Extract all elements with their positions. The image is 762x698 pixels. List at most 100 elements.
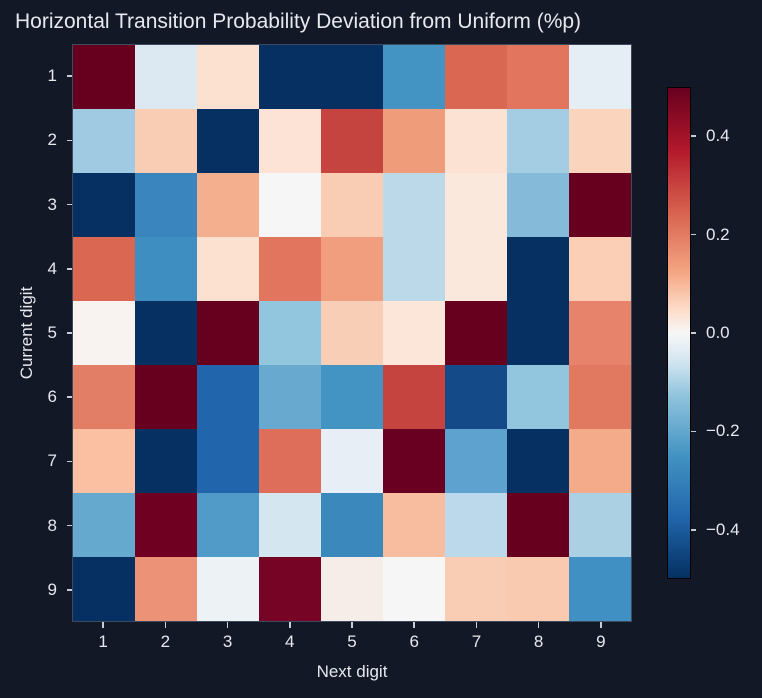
x-tick-mark: [413, 622, 415, 628]
chart-title: Horizontal Transition Probability Deviat…: [15, 10, 582, 33]
heatmap-cell: [321, 301, 383, 365]
y-tick: 8: [0, 516, 72, 536]
heatmap-plot-area: [72, 44, 632, 622]
heatmap-cell: [259, 365, 321, 429]
heatmap-cell: [135, 493, 197, 557]
heatmap-cell: [73, 493, 135, 557]
colorbar-tick-mark: [691, 332, 696, 334]
heatmap-cell: [73, 429, 135, 493]
heatmap-cell: [445, 45, 507, 109]
x-tick: 2: [150, 622, 180, 652]
heatmap-cell: [507, 45, 569, 109]
heatmap-cell: [383, 45, 445, 109]
heatmap-cell: [507, 365, 569, 429]
colorbar-tick-label: −0.2: [706, 421, 740, 441]
y-tick: 5: [0, 323, 72, 343]
colorbar-tick-mark: [691, 233, 696, 236]
y-tick: 1: [0, 66, 72, 86]
heatmap-cell: [259, 173, 321, 237]
y-tick: 9: [0, 580, 72, 600]
heatmap-cell: [445, 365, 507, 429]
heatmap-cell: [135, 173, 197, 237]
heatmap-cell: [383, 493, 445, 557]
x-tick-mark: [102, 622, 104, 628]
colorbar-tick-mark: [691, 135, 696, 137]
colorbar-tick: −0.4: [691, 520, 740, 540]
heatmap-cell: [383, 365, 445, 429]
x-tick-label: 6: [409, 632, 419, 651]
heatmap-cell: [73, 109, 135, 173]
heatmap-cell: [197, 45, 259, 109]
colorbar-tick: 0.4: [691, 126, 730, 146]
heatmap-cell: [259, 429, 321, 493]
heatmap-cell: [507, 109, 569, 173]
y-tick-label: 2: [47, 130, 57, 150]
x-tick-label: 7: [471, 632, 482, 651]
heatmap-cell: [197, 557, 259, 621]
heatmap-cell: [507, 301, 569, 365]
heatmap-cell: [383, 429, 445, 493]
colorbar-tick-mark: [691, 529, 696, 531]
y-tick: 6: [0, 387, 72, 407]
colorbar-tick-label: 0.2: [706, 224, 730, 244]
y-tick: 2: [0, 130, 72, 150]
x-tick: 5: [337, 622, 367, 652]
heatmap-cell: [73, 173, 135, 237]
x-tick-mark: [164, 622, 167, 628]
y-tick: 3: [0, 195, 72, 215]
heatmap-cell: [73, 237, 135, 301]
y-tick-label: 5: [47, 323, 57, 342]
heatmap-cell: [197, 301, 259, 365]
x-tick: 6: [399, 622, 429, 652]
heatmap-cell: [197, 173, 259, 237]
heatmap-cell: [383, 301, 445, 365]
heatmap-cell: [135, 365, 197, 429]
heatmap-cell: [569, 173, 631, 237]
heatmap-cell: [507, 237, 569, 301]
heatmap-cell: [569, 365, 631, 429]
y-tick-label: 9: [47, 579, 57, 599]
colorbar-tick: −0.2: [691, 421, 740, 441]
x-tick-label: 2: [160, 632, 171, 651]
heatmap-cell: [507, 173, 569, 237]
heatmap-cell: [259, 557, 321, 621]
colorbar-tick: 0.0: [691, 323, 730, 343]
heatmap-cell: [259, 493, 321, 557]
heatmap-cell: [321, 237, 383, 301]
heatmap-cell: [445, 301, 507, 365]
heatmap-cell: [135, 429, 197, 493]
heatmap-cell: [321, 109, 383, 173]
x-tick-label: 3: [222, 632, 233, 651]
heatmap-cell: [259, 45, 321, 109]
x-tick-label: 8: [533, 632, 544, 651]
heatmap-cell: [383, 173, 445, 237]
colorbar-tick-mark: [691, 430, 696, 433]
heatmap-cell: [507, 429, 569, 493]
heatmap-cell: [135, 301, 197, 365]
heatmap-cell: [445, 173, 507, 237]
heatmap-cell: [135, 45, 197, 109]
heatmap-cell: [197, 365, 259, 429]
x-tick-mark: [537, 622, 540, 628]
heatmap-cell: [507, 557, 569, 621]
colorbar-tick: 0.2: [691, 225, 730, 245]
x-tick-label: 9: [596, 632, 606, 651]
heatmap-cell: [259, 109, 321, 173]
x-tick: 4: [275, 622, 305, 652]
x-axis-label: Next digit: [316, 662, 388, 681]
x-tick: 7: [461, 622, 491, 652]
heatmap-cell: [321, 173, 383, 237]
y-tick-label: 6: [47, 387, 57, 407]
colorbar: [667, 87, 691, 579]
heatmap-cell: [321, 493, 383, 557]
heatmap-cell: [73, 557, 135, 621]
heatmap-cell: [445, 237, 507, 301]
heatmap-cell: [197, 429, 259, 493]
heatmap-cell: [135, 109, 197, 173]
heatmap-cell: [321, 45, 383, 109]
x-tick-label: 5: [347, 632, 357, 651]
y-tick-label: 3: [47, 194, 57, 214]
heatmap-cell: [259, 301, 321, 365]
heatmap-cell: [259, 237, 321, 301]
heatmap-cell: [321, 365, 383, 429]
